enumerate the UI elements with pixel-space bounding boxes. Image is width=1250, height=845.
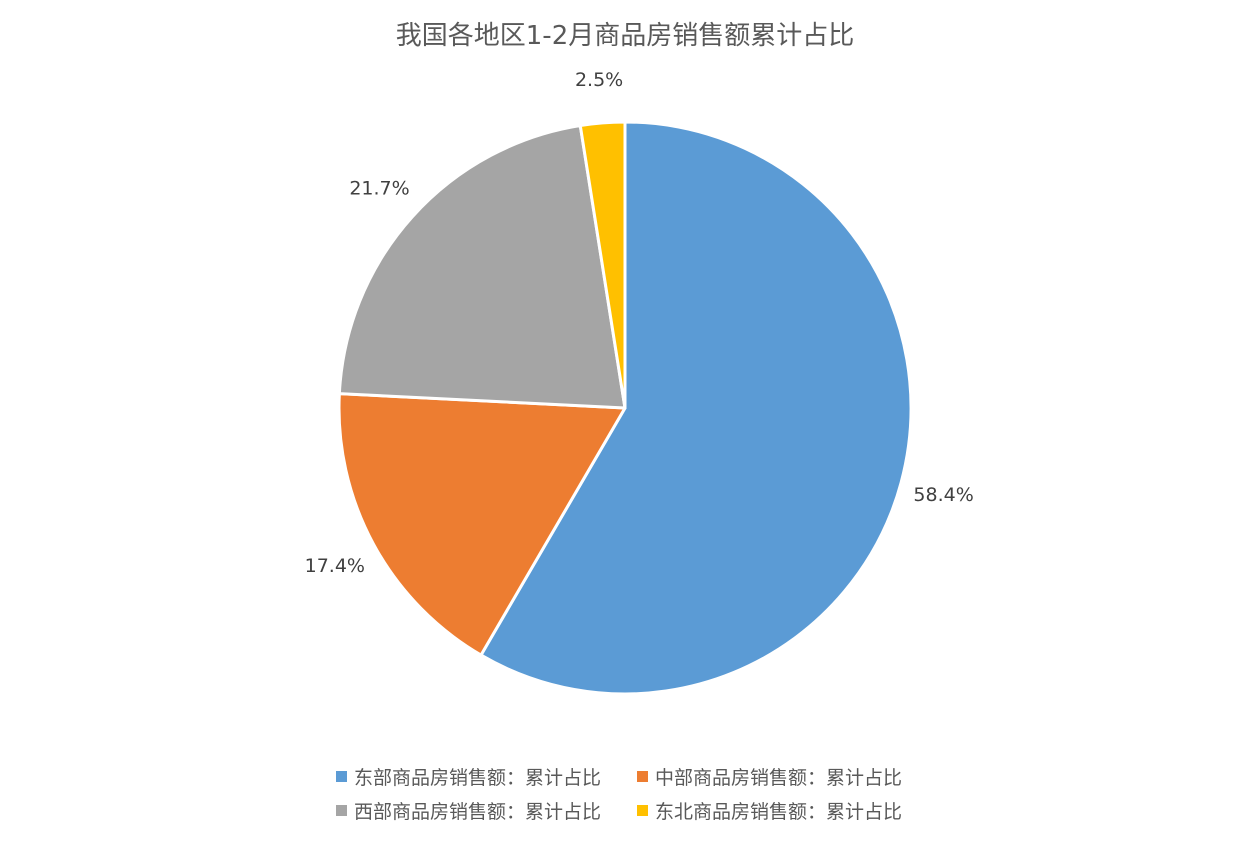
legend-swatch-0 xyxy=(336,771,347,782)
data-label-1: 17.4% xyxy=(305,555,365,577)
pie-slice-2 xyxy=(337,124,627,410)
legend-item-3: 东北商品房销售额：累计占比 xyxy=(637,801,902,823)
data-label-0: 58.4% xyxy=(913,484,973,506)
pie-slice-3 xyxy=(578,120,627,410)
pie-slices xyxy=(337,120,913,696)
data-label-3: 2.5% xyxy=(575,69,623,91)
legend-swatch-2 xyxy=(336,805,347,816)
legend-item-2: 西部商品房销售额：累计占比 xyxy=(336,801,601,823)
legend-swatch-3 xyxy=(637,805,648,816)
pie-slice-0 xyxy=(479,120,913,696)
chart-title: 我国各地区1-2月商品房销售额累计占比 xyxy=(396,21,854,51)
legend-label-2: 西部商品房销售额：累计占比 xyxy=(354,801,601,823)
legend-item-1: 中部商品房销售额：累计占比 xyxy=(637,767,902,789)
legend-label-0: 东部商品房销售额：累计占比 xyxy=(354,767,601,789)
legend-swatch-1 xyxy=(637,771,648,782)
data-label-2: 21.7% xyxy=(349,177,409,199)
data-labels: 58.4% 17.4% 21.7% 2.5% xyxy=(305,69,974,577)
legend-label-1: 中部商品房销售额：累计占比 xyxy=(655,767,902,789)
legend-label-3: 东北商品房销售额：累计占比 xyxy=(655,801,902,823)
pie-slice-1 xyxy=(337,392,627,657)
legend-item-0: 东部商品房销售额：累计占比 xyxy=(336,767,601,789)
